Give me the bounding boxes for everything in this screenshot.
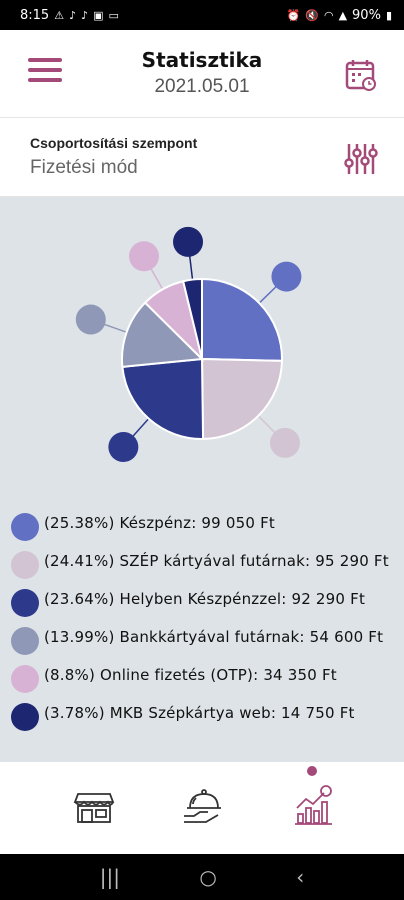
tiktok-icon: ♪ <box>81 8 89 22</box>
home-button[interactable]: ○ <box>199 865 217 889</box>
pie-slice-marker <box>173 226 204 257</box>
legend-label: (13.99%) Bankkártyával futárnak: 54 600 … <box>44 628 384 646</box>
pie-slice-marker <box>108 431 139 462</box>
legend-item: (25.38%) Készpénz: 99 050 Ft <box>0 510 404 546</box>
system-navigation-bar: ||| ○ ‹ <box>0 854 404 900</box>
legend-swatch <box>11 589 39 617</box>
delivery-cloche-icon[interactable] <box>180 784 224 828</box>
mute-icon: 🔇 <box>305 8 319 22</box>
legend-item: (8.8%) Online fizetés (OTP): 34 350 Ft <box>0 662 404 698</box>
storefront-icon[interactable] <box>72 784 116 828</box>
legend-item: (3.78%) MKB Szépkártya web: 14 750 Ft <box>0 700 404 736</box>
legend-item: (23.64%) Helyben Készpénzzel: 92 290 Ft <box>0 586 404 622</box>
calendar-icon[interactable] <box>344 58 378 92</box>
statistics-chart-icon[interactable] <box>292 784 336 828</box>
legend-label: (3.78%) MKB Szépkártya web: 14 750 Ft <box>44 704 355 722</box>
signal-icon: ▲ <box>338 8 348 22</box>
tiktok-icon: ♪ <box>69 8 77 22</box>
legend-swatch <box>11 627 39 655</box>
app-notification-icon: ▣ <box>93 8 104 22</box>
header: Statisztika 2021.05.01 <box>0 30 404 118</box>
pie-slice[interactable] <box>181 277 203 360</box>
active-tab-indicator <box>307 766 317 776</box>
pie-slice[interactable] <box>121 301 205 368</box>
bottom-nav <box>0 762 404 854</box>
battery-icon: ▮ <box>385 8 392 22</box>
legend-swatch <box>11 513 39 541</box>
status-time: 8:15 <box>20 7 50 23</box>
pie-chart <box>75 226 302 462</box>
pie-slice[interactable] <box>121 357 205 440</box>
legend-swatch <box>11 551 39 579</box>
app-notification-icon: ▭ <box>108 8 119 22</box>
pie-slice[interactable] <box>201 277 283 362</box>
wifi-icon: ◠ <box>323 8 334 22</box>
battery-percent: 90% <box>352 7 381 23</box>
pie-slice-marker <box>128 241 159 272</box>
pie-slice[interactable] <box>200 357 284 441</box>
chart-area: (25.38%) Készpénz: 99 050 Ft (24.41%) SZ… <box>0 197 404 762</box>
chart-legend: (25.38%) Készpénz: 99 050 Ft (24.41%) SZ… <box>0 510 404 738</box>
alarm-icon: ⏰ <box>286 8 301 22</box>
warning-icon: ⚠ <box>54 8 65 22</box>
grouping-selector[interactable]: Csoportosítási szempont Fizetési mód <box>0 119 404 197</box>
pie-slice-marker <box>271 261 302 292</box>
legend-label: (23.64%) Helyben Készpénzzel: 92 290 Ft <box>44 590 366 608</box>
legend-label: (25.38%) Készpénz: 99 050 Ft <box>44 514 275 532</box>
filter-sliders-icon[interactable] <box>344 141 378 177</box>
app-screen: Statisztika 2021.05.01 Csoportosítási sz… <box>0 30 404 854</box>
status-bar: 8:15 ⚠ ♪ ♪ ▣ ▭ ⏰ 🔇 ◠ ▲ 90% ▮ <box>0 0 404 30</box>
grouping-value: Fizetési mód <box>30 157 138 178</box>
hamburger-menu-icon[interactable] <box>28 58 62 88</box>
back-button[interactable]: ‹ <box>296 865 305 889</box>
page-title: Statisztika <box>141 48 263 72</box>
pie-slice-marker <box>269 427 300 458</box>
legend-item: (24.41%) SZÉP kártyával futárnak: 95 290… <box>0 548 404 584</box>
legend-item: (13.99%) Bankkártyával futárnak: 54 600 … <box>0 624 404 660</box>
pie-slice-marker <box>75 304 106 335</box>
legend-swatch <box>11 665 39 693</box>
page-date[interactable]: 2021.05.01 <box>154 76 250 97</box>
legend-label: (24.41%) SZÉP kártyával futárnak: 95 290… <box>44 552 389 570</box>
grouping-label: Csoportosítási szempont <box>30 135 198 151</box>
recent-apps-button[interactable]: ||| <box>99 865 120 889</box>
legend-label: (8.8%) Online fizetés (OTP): 34 350 Ft <box>44 666 337 684</box>
legend-swatch <box>11 703 39 731</box>
